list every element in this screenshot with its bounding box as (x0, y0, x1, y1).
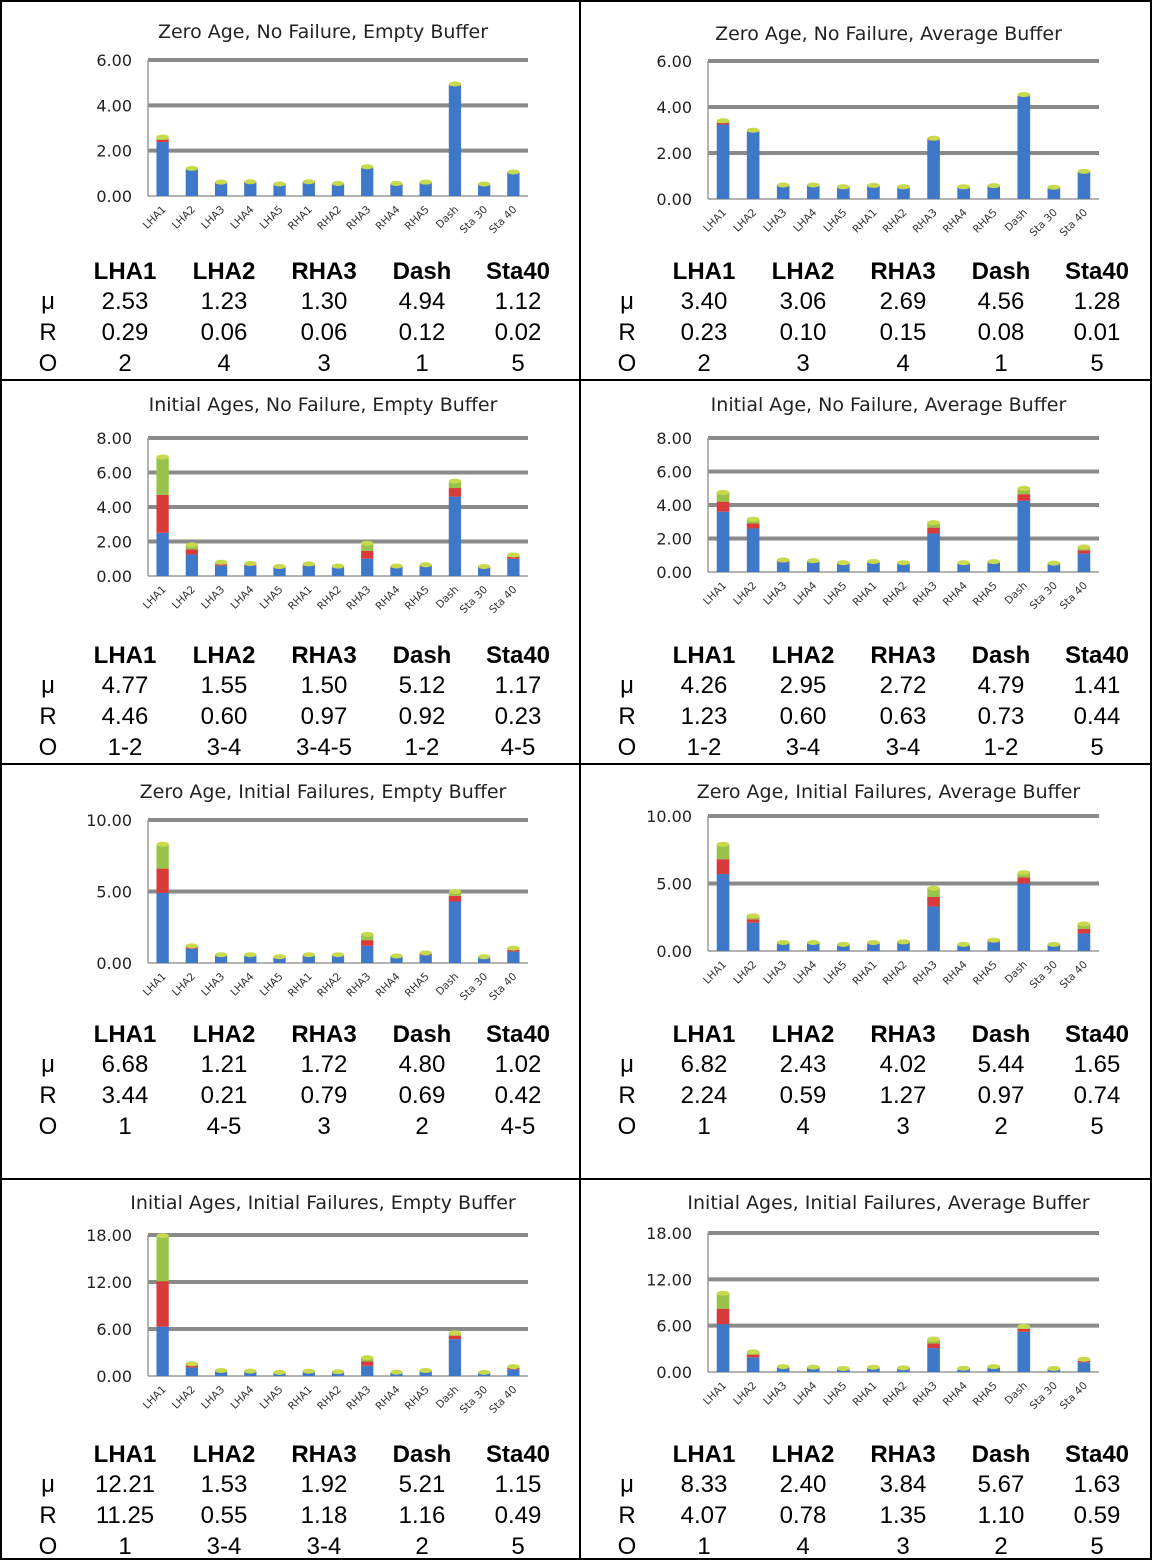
row-divider-2 (0, 763, 1152, 765)
border-top (0, 0, 1152, 2)
border-right (1150, 0, 1152, 1560)
row-divider-3 (0, 1178, 1152, 1180)
column-divider (579, 0, 581, 1560)
row-divider-1 (0, 379, 1152, 381)
border-bottom (0, 1558, 1152, 1560)
border-left (0, 0, 2, 1560)
